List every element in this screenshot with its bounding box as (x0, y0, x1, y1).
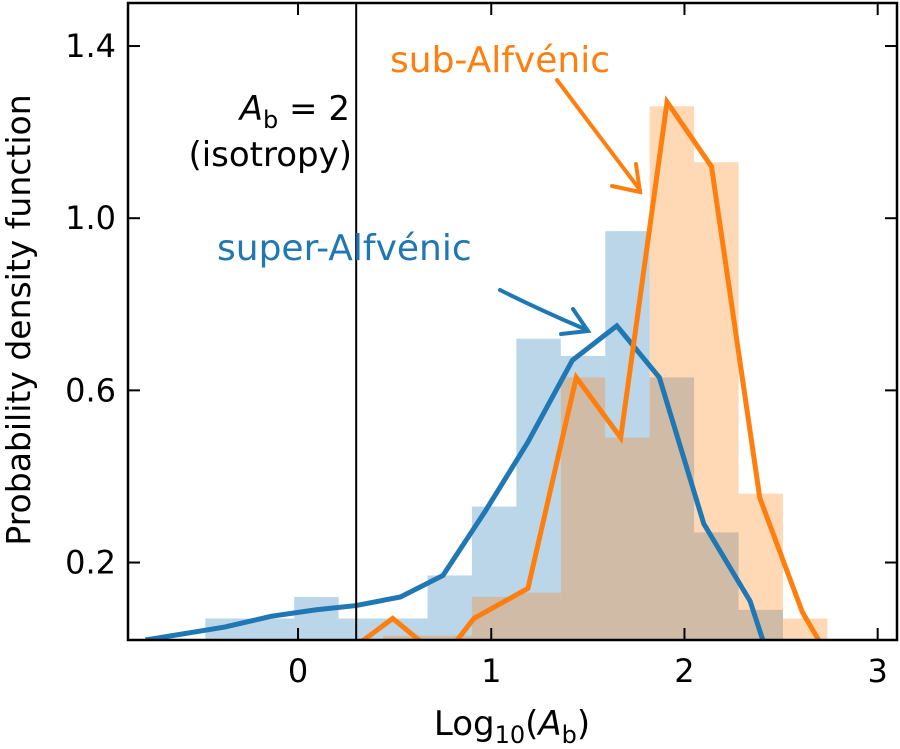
histogram-bar (694, 532, 739, 640)
histogram-bar (427, 635, 472, 640)
annotation-part: A (238, 89, 263, 129)
label-part: A (536, 704, 561, 744)
sub-arrowhead (610, 162, 643, 195)
plot-frame (126, 1, 899, 642)
label-part: ( (525, 704, 538, 744)
sub-arrow (555, 78, 642, 192)
line (359, 95, 822, 640)
label-part: ) (577, 704, 590, 744)
histogram-bar (738, 493, 784, 640)
annotation-part: b (263, 106, 278, 134)
annotation: sub-Alfvénic (390, 40, 610, 81)
histogram-bar (249, 618, 295, 640)
y-tick-label: 1.4 (65, 27, 116, 65)
annotation: Ab = 2 (238, 89, 350, 134)
super-arrowhead (559, 307, 592, 336)
annotation-part: = 2 (278, 89, 350, 129)
line (144, 322, 766, 640)
bars (205, 106, 828, 640)
annotation: super-Alfvénic (217, 228, 472, 269)
super-arrow (498, 288, 589, 332)
lines (144, 3, 822, 640)
histogram-bar (516, 592, 561, 640)
annotation: (isotropy) (188, 135, 352, 175)
x-axis-label: Log10(Ab) (434, 704, 590, 745)
histogram-bar (383, 635, 428, 640)
axes: 0 1 2 3 0.2 0.6 1.0 1.4 (65, 3, 897, 690)
label-part: 10 (495, 721, 526, 745)
label-part: b (562, 721, 577, 745)
y-tick-label: 0.6 (65, 371, 116, 409)
annotation-arrows (498, 78, 643, 336)
y-axis-label: Probability density function (0, 94, 38, 545)
y-tick-label: 1.0 (65, 199, 116, 237)
histogram-bar (294, 596, 339, 640)
x-tick-label: 0 (288, 652, 308, 690)
y-tick-label: 0.2 (65, 544, 116, 582)
x-tick-label: 2 (674, 652, 694, 690)
x-tick-label: 3 (867, 652, 887, 690)
label-part: Log (434, 704, 495, 744)
x-tick-label: 1 (481, 652, 501, 690)
histogram-bar (605, 437, 650, 640)
histogram-bar (694, 162, 739, 640)
histogram-bar (471, 596, 517, 640)
